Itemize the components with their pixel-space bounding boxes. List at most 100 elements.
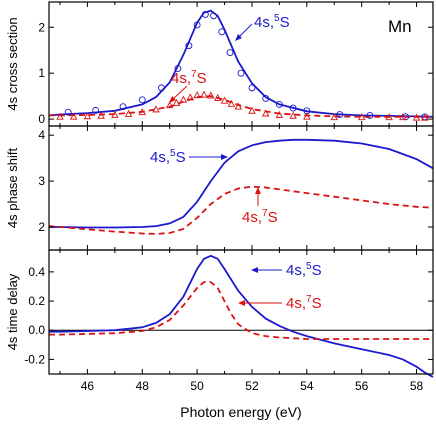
p0-triangle-point [213, 93, 222, 101]
p1-y-tick-label: 2 [38, 220, 45, 234]
p2-series-1-line [49, 281, 433, 340]
p2-series-layer [49, 254, 434, 378]
p0-y-tick-label: 0 [38, 112, 45, 126]
p0-y-tick-label: 2 [38, 20, 45, 34]
p0-triangle-point [385, 113, 393, 121]
p0-circle-point [289, 104, 297, 112]
p0-triangle-point [261, 109, 270, 117]
panel-cross-section: 0 1 2 4s cross section Mn 4s,5S 4s,7S [5, 1, 434, 127]
element-label: Mn [388, 17, 412, 36]
p0-circle-point [119, 103, 127, 111]
p1-annotation-5S: 4s,5S [150, 148, 186, 166]
p1-frame [48, 125, 434, 251]
p0-triangle-point [124, 109, 133, 117]
x-axis-label: Photon energy (eV) [180, 404, 301, 420]
p1-arrowhead-7S [255, 187, 261, 194]
p0-circle-point [64, 108, 72, 116]
p0-triangle-point [200, 90, 208, 98]
p1-y-tick-label: 3 [38, 174, 45, 188]
p0-ticks-layer: 0 1 2 [38, 2, 433, 126]
p0-series-layer [48, 9, 434, 121]
p0-circle-point [218, 28, 226, 36]
x-tick-label: 58 [410, 379, 424, 393]
p0-circle-point [226, 49, 234, 56]
p0-triangle-point [289, 111, 297, 119]
p0-circle-point [275, 100, 283, 108]
p0-triangle-point [138, 108, 147, 116]
p0-triangle-point [421, 113, 429, 121]
x-tick-label: 54 [300, 379, 314, 393]
p0-triangle-point [303, 112, 311, 120]
p2-y-tick-label: 0.4 [28, 265, 45, 279]
panel-phase-shift: 2 3 4 4s phase shift 4s,5S 4s,7S [5, 125, 434, 251]
p2-arrowhead-5S [251, 267, 258, 273]
p2-series-0-line [49, 254, 434, 378]
p1-series-1-line [48, 185, 434, 235]
p0-triangle-point [399, 113, 407, 121]
p0-circle-point [237, 69, 245, 77]
p0-triangle-point [227, 99, 236, 107]
p0-triangle-point [111, 110, 119, 118]
p2-y-axis-label: 4s time delay [5, 273, 20, 350]
p0-circle-point [174, 65, 182, 73]
p0-triangle-point [83, 112, 92, 120]
p0-triangle-point [165, 101, 174, 109]
p0-circle-point [92, 106, 100, 114]
p2-ticks-layer: -0.2 0.0 0.2 0.4 46 48 50 52 54 56 58 [24, 250, 433, 393]
p0-triangle-point [172, 98, 181, 106]
p0-arrowhead-7S [169, 96, 176, 103]
p1-series-0-line [49, 138, 434, 229]
p1-series-layer [48, 138, 434, 235]
p0-circle-point [248, 84, 256, 92]
p0-circle-point [201, 10, 209, 18]
x-tick-label: 46 [81, 379, 95, 393]
p0-circle-point [158, 84, 165, 92]
p0-frame [48, 1, 434, 127]
p0-y-tick-label: 1 [38, 66, 45, 80]
p0-triangle-point [97, 111, 105, 119]
p1-y-axis-label: 4s phase shift [5, 148, 20, 229]
p0-annotation-5S: 4s,5S [254, 13, 290, 31]
p1-ticks-layer: 2 3 4 [38, 126, 433, 250]
p0-triangle-point [234, 102, 243, 110]
p0-series-1-line [49, 95, 433, 118]
p0-triangle-point [412, 113, 421, 121]
panel-time-delay: -0.2 0.0 0.2 0.4 46 48 50 52 54 56 58 4s time dela… [5, 249, 434, 420]
p0-circle-point [366, 111, 374, 119]
p0-triangle-point [357, 113, 366, 121]
p0-triangle-point [275, 110, 284, 118]
p0-y-axis-label: 4s cross section [5, 17, 20, 110]
p0-circle-point [193, 21, 201, 29]
p2-y-tick-label: 0.2 [28, 294, 45, 308]
p0-annotation-7S: 4s,7S [171, 69, 207, 87]
x-tick-label: 56 [355, 379, 369, 393]
p0-circle-point [262, 94, 270, 102]
p0-circle-point [336, 111, 344, 118]
p0-triangle-point [220, 96, 229, 104]
x-tick-label: 50 [190, 379, 204, 393]
p1-annotation-7S: 4s,7S [242, 208, 278, 226]
p0-triangle-point [179, 95, 188, 103]
p1-y-tick-label: 4 [38, 128, 45, 142]
p0-circle-point [210, 12, 218, 20]
p0-triangle-point [330, 113, 339, 121]
p0-triangle-point [193, 91, 201, 99]
p2-annotation-5S: 4s,5S [286, 261, 322, 279]
p0-arrow-7S [171, 85, 188, 101]
x-tick-label: 52 [245, 379, 259, 393]
p0-triangle-point [248, 106, 256, 114]
p1-arrowhead-5S [221, 154, 228, 160]
p0-triangle-point [186, 93, 195, 101]
p0-arrowhead-5S [235, 34, 242, 41]
x-tick-label: 48 [136, 379, 150, 393]
p0-circle-point [185, 42, 193, 50]
p0-circle-point [138, 96, 146, 104]
p2-y-tick-label: 0.0 [28, 323, 45, 337]
p0-triangle-point [69, 112, 78, 120]
p2-frame [48, 249, 434, 375]
p0-triangle-point [152, 105, 160, 113]
p0-series-0-line [48, 9, 434, 118]
p2-arrowhead-7S [238, 300, 245, 306]
p2-annotation-7S: 4s,7S [286, 294, 322, 312]
